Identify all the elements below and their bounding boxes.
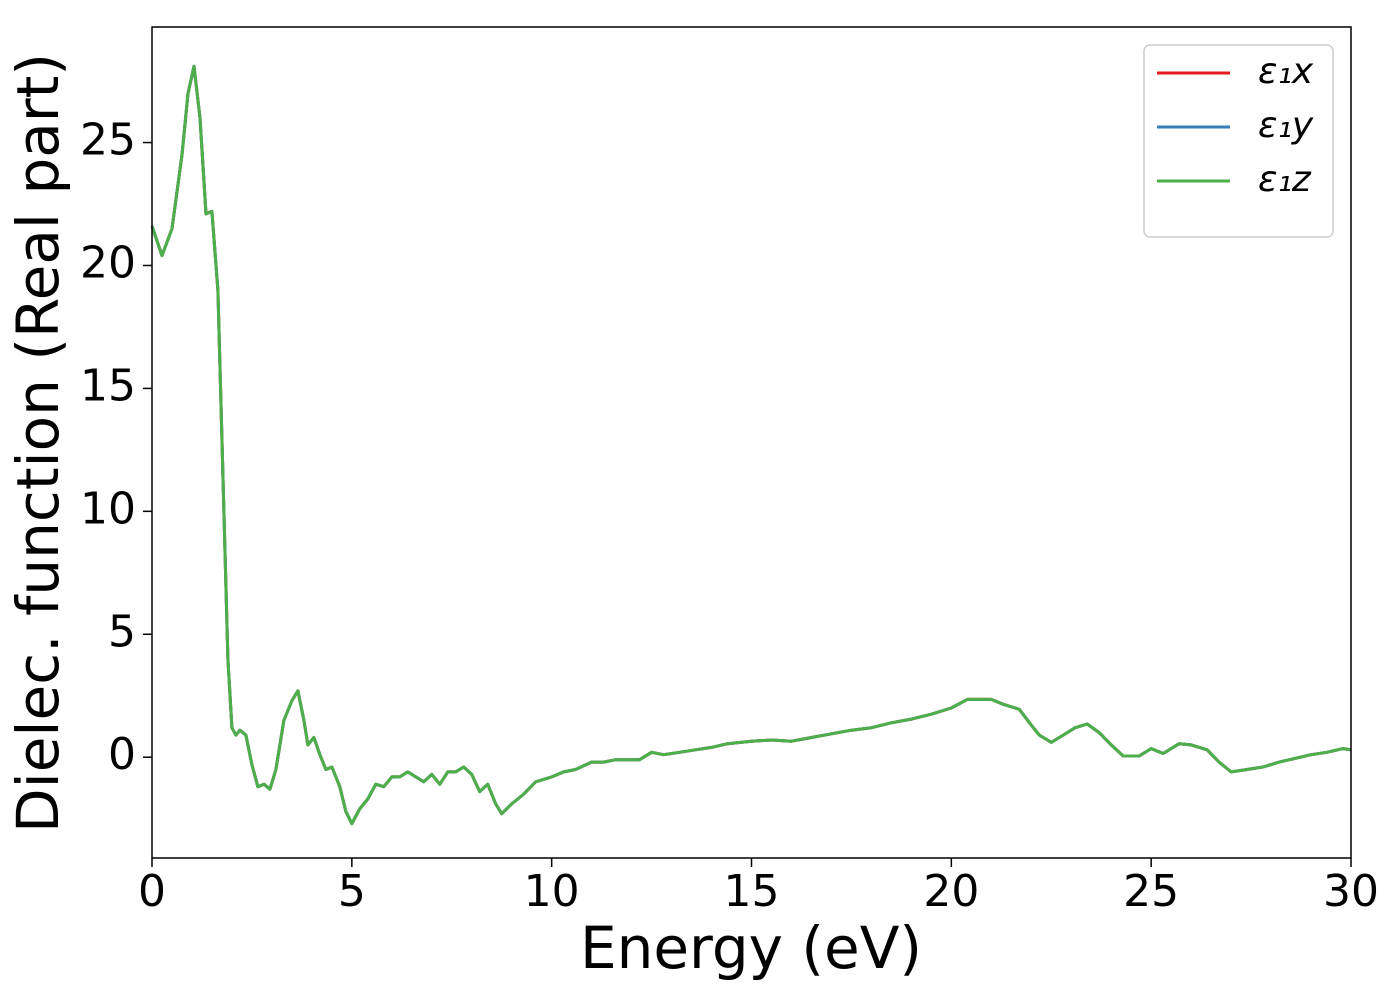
y-tick-label: 15 (80, 360, 136, 411)
plot-frame (151, 26, 1352, 859)
x-tick-label: 30 (1323, 866, 1379, 917)
x-tick-label: 25 (1123, 866, 1179, 917)
legend-label: ε₁z (1258, 159, 1312, 200)
y-tick-label: 5 (108, 606, 136, 657)
series-line (150, 64, 1352, 826)
legend-label: ε₁y (1258, 105, 1314, 146)
y-tick-label: 20 (80, 237, 136, 288)
y-tick-label: 25 (80, 115, 136, 166)
legend-label: ε₁x (1258, 51, 1314, 92)
y-tick-label: 10 (80, 483, 136, 534)
x-axis-label: Energy (eV) (580, 914, 922, 982)
y-tick-label: 0 (108, 729, 136, 780)
x-tick-label: 5 (338, 866, 366, 917)
x-tick-label: 15 (724, 866, 780, 917)
x-tick-label: 20 (923, 866, 979, 917)
legend-box (1143, 44, 1334, 238)
x-tick-label: 10 (524, 866, 580, 917)
y-axis-label: Dielec. function (Real part) (4, 53, 72, 833)
x-tick-label: 0 (138, 866, 166, 917)
